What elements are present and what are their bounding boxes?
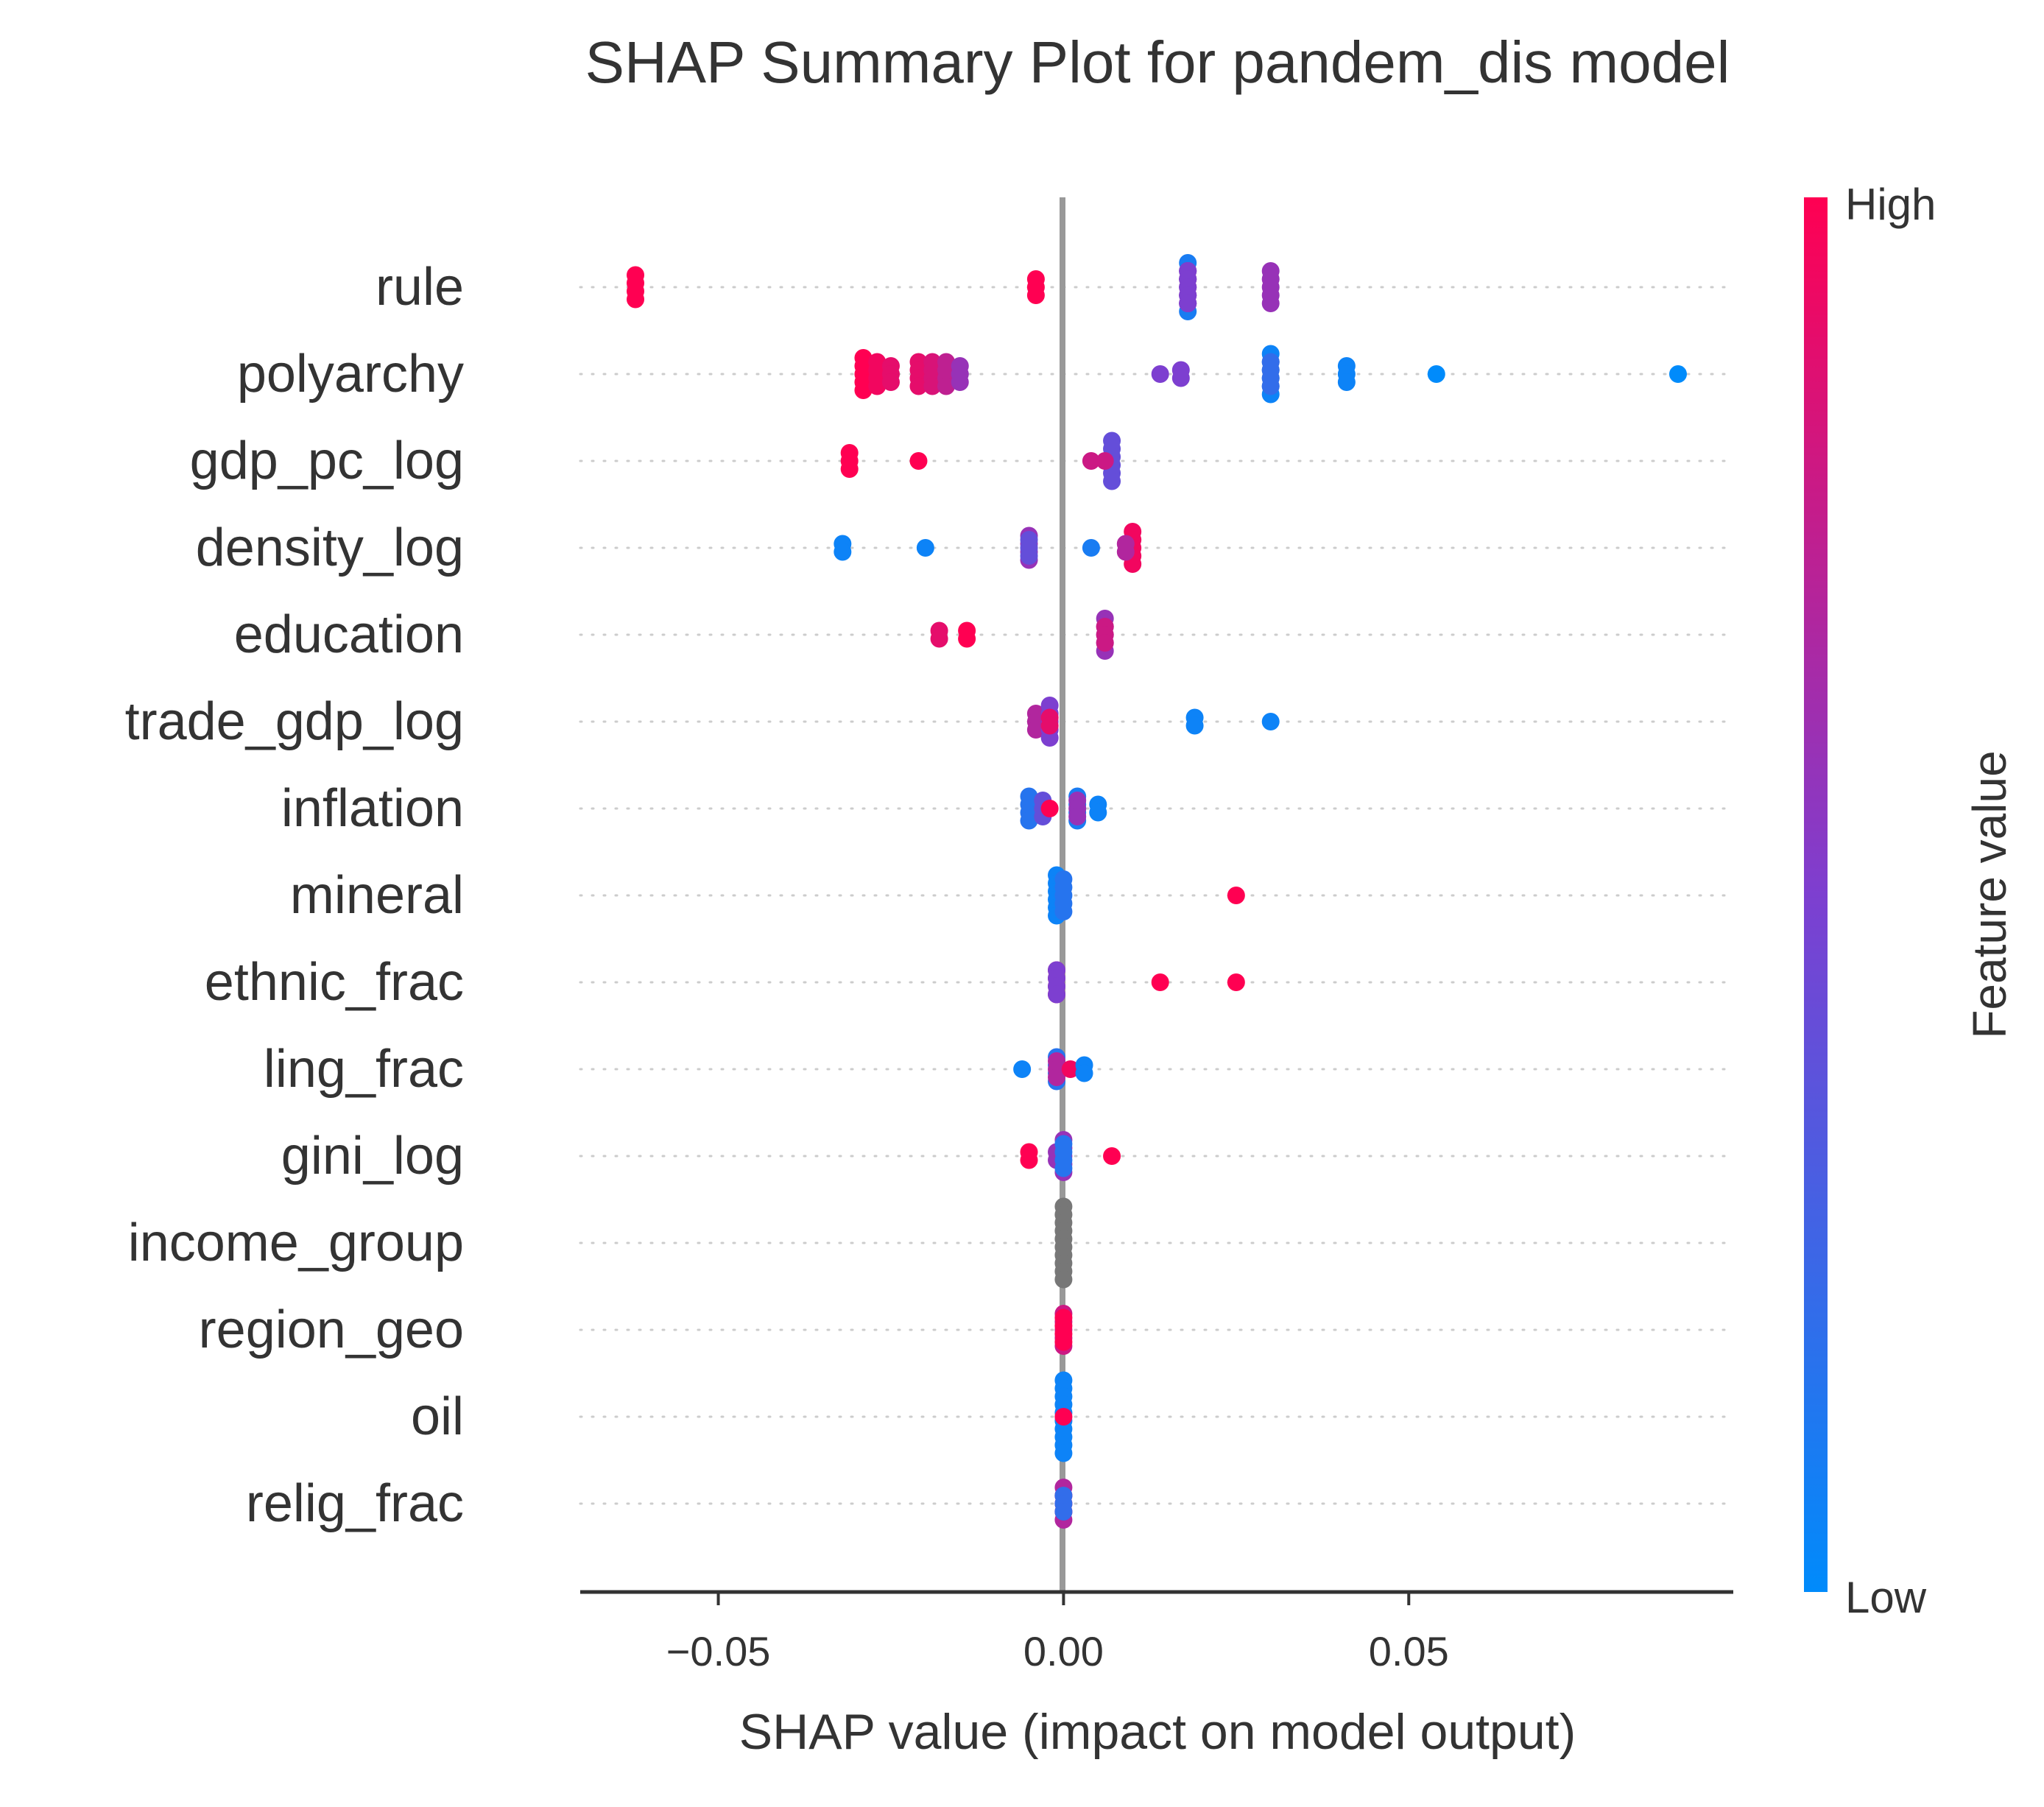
shap-point [854, 381, 873, 399]
shap-point [1261, 713, 1280, 730]
shap-point [1054, 1159, 1073, 1177]
shap-point [1261, 377, 1280, 395]
colorbar-title: Feature value [1963, 750, 2016, 1038]
shap-point [1179, 295, 1197, 312]
shap-point [1054, 903, 1073, 920]
shap-point [1020, 547, 1038, 565]
feature-label: region_geo [199, 1300, 464, 1359]
x-tick-label: 0.00 [1023, 1628, 1104, 1674]
feature-label: rule [376, 258, 464, 317]
shap-point [1020, 811, 1038, 830]
shap-point [1227, 973, 1245, 991]
shap-point [1171, 369, 1190, 387]
shap-point [1040, 716, 1059, 735]
shap-point [1337, 373, 1356, 391]
feature-guides [579, 286, 1735, 1505]
chart-title: SHAP Summary Plot for pandem_dis model [585, 29, 1730, 95]
shap-point [958, 630, 976, 648]
shap-point [1054, 1503, 1073, 1521]
feature-label: trade_gdp_log [125, 692, 464, 751]
shap-point [1048, 985, 1066, 1004]
shap-point [1096, 452, 1114, 470]
shap-point [909, 452, 928, 470]
shap-point [1082, 452, 1100, 470]
shap-point [1103, 472, 1121, 490]
feature-label: gini_log [281, 1127, 464, 1186]
shap-point [1026, 721, 1045, 739]
feature-label: inflation [281, 779, 464, 838]
colorbar-high-label: High [1845, 180, 1936, 229]
shap-point [1185, 716, 1204, 735]
shap-points [627, 254, 1687, 1529]
shap-point [1151, 365, 1169, 383]
shap-point [1089, 803, 1107, 822]
shap-point [1013, 1060, 1032, 1078]
x-axis-label: SHAP value (impact on model output) [739, 1704, 1576, 1760]
shap-point [1075, 1064, 1093, 1082]
shap-point [916, 539, 934, 557]
shap-point [923, 377, 942, 395]
shap-point [1040, 800, 1059, 817]
feature-label: ling_frac [264, 1040, 464, 1099]
feature-label: income_group [128, 1214, 464, 1272]
shap-point [909, 377, 928, 395]
shap-point [868, 377, 887, 395]
shap-point [1082, 539, 1100, 557]
feature-label: polyarchy [237, 345, 464, 404]
shap-point [1054, 1333, 1073, 1351]
shap-point [1068, 808, 1087, 825]
shap-point [1103, 1147, 1121, 1165]
shap-point [1040, 729, 1059, 747]
feature-label: mineral [290, 866, 464, 925]
shap-point [951, 373, 969, 391]
shap-point [1151, 973, 1169, 991]
shap-point [1061, 1060, 1079, 1078]
shap-point [627, 290, 645, 309]
shap-point [1048, 1068, 1066, 1086]
shap-point [937, 377, 955, 395]
shap-point [834, 543, 852, 561]
shap-point [881, 373, 900, 391]
feature-label: relig_frac [246, 1474, 464, 1533]
x-tick-label: −0.05 [666, 1628, 771, 1674]
shap-point [930, 630, 948, 648]
feature-label: oil [411, 1387, 464, 1446]
feature-labels: rule polyarchy gdp_pc_log density_logeducat… [125, 258, 464, 1533]
shap-point [1261, 295, 1280, 312]
colorbar-low-label: Low [1845, 1573, 1927, 1622]
shap-point [1054, 1270, 1073, 1289]
shap-point [1054, 1408, 1073, 1426]
feature-label: ethnic_frac [205, 953, 464, 1012]
feature-label: gdp_pc_log [190, 432, 464, 490]
feature-label: education [234, 605, 464, 664]
shap-point [1427, 365, 1445, 383]
shap-point [840, 460, 859, 478]
shap-point [1668, 365, 1687, 383]
shap-point [1026, 286, 1045, 304]
shap-point [1096, 634, 1114, 652]
shap-point [1116, 543, 1135, 561]
shap-point [1227, 887, 1245, 904]
x-tick-label: 0.05 [1369, 1628, 1449, 1674]
shap-point [1054, 1444, 1073, 1462]
shap-point [1020, 1151, 1038, 1169]
colorbar [1804, 197, 1828, 1592]
feature-label: density_log [196, 518, 464, 577]
x-axis-ticks: −0.05 0.00 0.05 [666, 1592, 1449, 1674]
